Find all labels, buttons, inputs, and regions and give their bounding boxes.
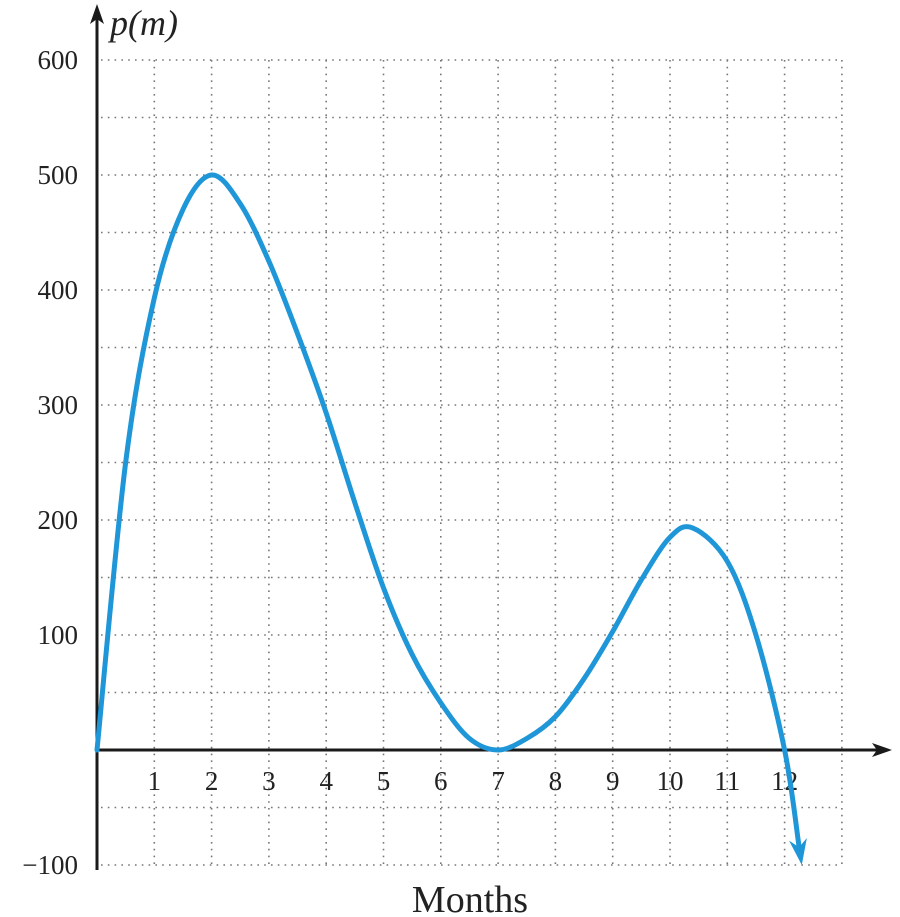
x-tick-label: 2: [205, 766, 219, 796]
x-tick-label: 8: [549, 766, 563, 796]
y-tick-label: 400: [38, 275, 79, 305]
y-tick-labels: −100 100 200 300 400 500 600: [22, 45, 78, 880]
data-series-line: [94, 172, 802, 850]
x-tick-label: 1: [148, 766, 162, 796]
y-axis-arrow-icon: [90, 4, 104, 24]
x-tick-label: 7: [491, 766, 505, 796]
series-end-arrow-icon: [789, 837, 807, 865]
y-tick-label: −100: [22, 850, 78, 880]
y-tick-label: 200: [38, 505, 79, 535]
x-tick-labels: 1 2 3 4 5 6 7 8 9 10 11 12: [148, 766, 799, 796]
x-tick-label: 9: [606, 766, 620, 796]
x-tick-label: 6: [434, 766, 448, 796]
y-tick-label: 500: [38, 160, 79, 190]
x-tick-label: 4: [319, 766, 333, 796]
x-tick-label: 3: [262, 766, 276, 796]
y-tick-label: 300: [38, 390, 79, 420]
x-axis-label: Months: [412, 879, 528, 917]
y-tick-label: 100: [38, 620, 79, 650]
grid-lines: [101, 59, 843, 866]
y-tick-label: 600: [38, 45, 79, 75]
x-axis-arrow-icon: [872, 743, 892, 757]
y-axis-label: p(m): [107, 3, 178, 43]
x-tick-label: 11: [714, 766, 740, 796]
axes: [90, 4, 892, 870]
x-tick-label: 10: [657, 766, 684, 796]
x-tick-label: 5: [377, 766, 391, 796]
